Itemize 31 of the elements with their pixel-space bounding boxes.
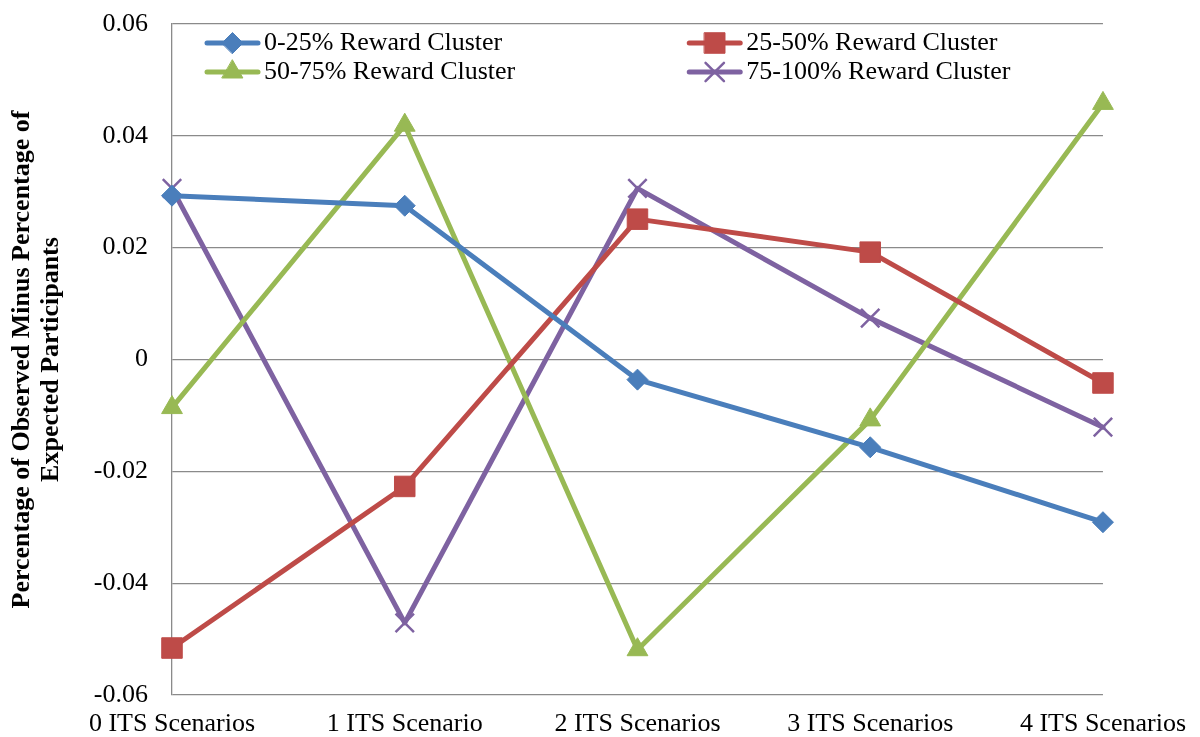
- y-tick-label: 0.06: [102, 7, 148, 37]
- point: [1092, 372, 1114, 394]
- legend-label: 25-50% Reward Cluster: [746, 26, 998, 56]
- x-tick-label: 3 ITS Scenarios: [787, 708, 954, 737]
- y-tick-label: 0: [135, 343, 148, 373]
- legend-label: 75-100% Reward Cluster: [746, 55, 1011, 85]
- y-tick-label: -0.02: [93, 455, 148, 485]
- x-tick-label: 0 ITS Scenarios: [88, 708, 256, 737]
- point: [394, 612, 416, 634]
- x-tick-label: 4 ITS Scenarios: [1019, 708, 1187, 737]
- point: [626, 368, 649, 391]
- point: [859, 241, 881, 263]
- point: [393, 475, 416, 498]
- point: [1092, 416, 1114, 438]
- y-tick-label: -0.06: [93, 678, 148, 708]
- y-tick-label: -0.04: [93, 566, 148, 596]
- point: [627, 177, 648, 199]
- point: [859, 307, 881, 329]
- point: [626, 208, 649, 230]
- point: [1091, 511, 1114, 534]
- point: [161, 637, 183, 659]
- y-tick-label: 0.04: [102, 119, 148, 149]
- y-tick-label: 0.02: [102, 231, 148, 261]
- point: [161, 184, 183, 207]
- x-tick-label: 2 ITS Scenarios: [554, 708, 721, 737]
- legend-label: 50-75% Reward Cluster: [264, 55, 516, 85]
- y-axis-title: Percentage of Observed Minus Percentage of Expected Participants: [6, 110, 65, 609]
- x-tick-label: 1 ITS Scenario: [326, 708, 483, 737]
- point: [859, 436, 882, 459]
- point: [393, 194, 416, 217]
- legend-label: 0-25% Reward Cluster: [264, 26, 503, 56]
